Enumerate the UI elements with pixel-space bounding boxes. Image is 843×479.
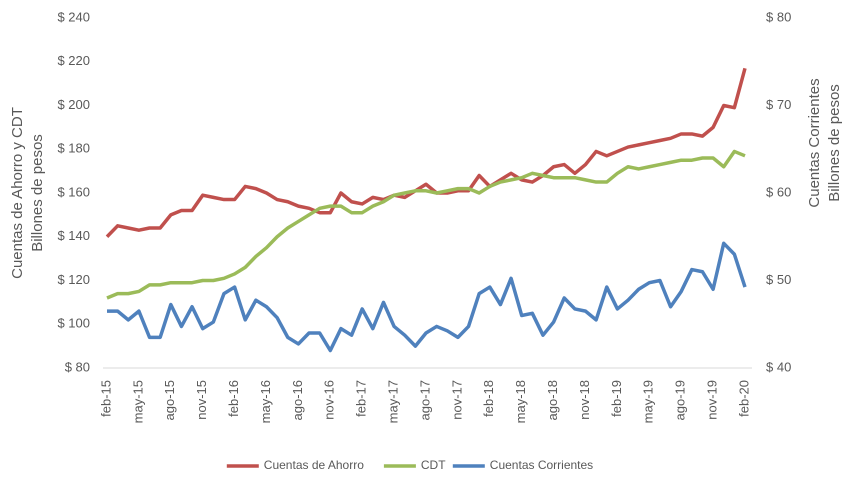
x-tick-label: may-16 bbox=[258, 380, 273, 423]
series-line bbox=[106, 149, 746, 300]
y-tick-label: $ 180 bbox=[57, 141, 90, 156]
series-line bbox=[107, 241, 747, 353]
y-tick-label: $ 160 bbox=[57, 184, 90, 199]
legend-label: Cuentas Corrientes bbox=[490, 458, 593, 472]
x-tick-label: ago-18 bbox=[545, 380, 560, 420]
series-line bbox=[105, 67, 747, 238]
x-tick-label: ago-17 bbox=[417, 380, 432, 420]
y2-tick-label: $ 60 bbox=[766, 184, 791, 199]
x-tick-label: ago-15 bbox=[162, 380, 177, 420]
y2-axis-label: Cuentas Corrientes bbox=[806, 78, 823, 207]
x-tick-label: feb-15 bbox=[98, 380, 113, 417]
y-tick-label: $ 240 bbox=[57, 9, 90, 24]
y2-tick-label: $ 70 bbox=[766, 97, 791, 112]
x-tick-label: nov-18 bbox=[577, 380, 592, 420]
legend-label: Cuentas de Ahorro bbox=[264, 458, 364, 472]
y-tick-label: $ 220 bbox=[57, 53, 90, 68]
y2-tick-label: $ 50 bbox=[766, 272, 791, 287]
x-tick-label: feb-18 bbox=[481, 380, 496, 417]
x-tick-label: nov-15 bbox=[194, 380, 209, 420]
x-tick-label: may-18 bbox=[513, 380, 528, 423]
y-tick-label: $ 200 bbox=[57, 97, 90, 112]
x-tick-label: may-17 bbox=[386, 380, 401, 423]
y2-axis-label: Billones de pesos bbox=[826, 84, 843, 202]
y-tick-label: $ 80 bbox=[65, 359, 90, 374]
x-tick-label: feb-17 bbox=[354, 380, 369, 417]
x-tick-label: nov-16 bbox=[322, 380, 337, 420]
x-tick-label: may-19 bbox=[641, 380, 656, 423]
y-tick-label: $ 140 bbox=[57, 228, 90, 243]
y-axis-label: Billones de pesos bbox=[29, 134, 46, 252]
y-axis-label: Cuentas de Ahorro y CDT bbox=[9, 107, 26, 279]
y-tick-label: $ 120 bbox=[57, 272, 90, 287]
y2-tick-label: $ 40 bbox=[766, 359, 791, 374]
x-tick-label: nov-17 bbox=[449, 380, 464, 420]
x-tick-label: feb-20 bbox=[736, 380, 751, 417]
x-tick-label: feb-19 bbox=[609, 380, 624, 417]
legend-label: CDT bbox=[421, 458, 446, 472]
y-tick-label: $ 100 bbox=[57, 316, 90, 331]
x-tick-label: may-15 bbox=[130, 380, 145, 423]
x-tick-label: ago-19 bbox=[673, 380, 688, 420]
y2-tick-label: $ 80 bbox=[766, 9, 791, 24]
x-tick-label: nov-19 bbox=[705, 380, 720, 420]
x-tick-label: feb-16 bbox=[226, 380, 241, 417]
x-tick-label: ago-16 bbox=[290, 380, 305, 420]
